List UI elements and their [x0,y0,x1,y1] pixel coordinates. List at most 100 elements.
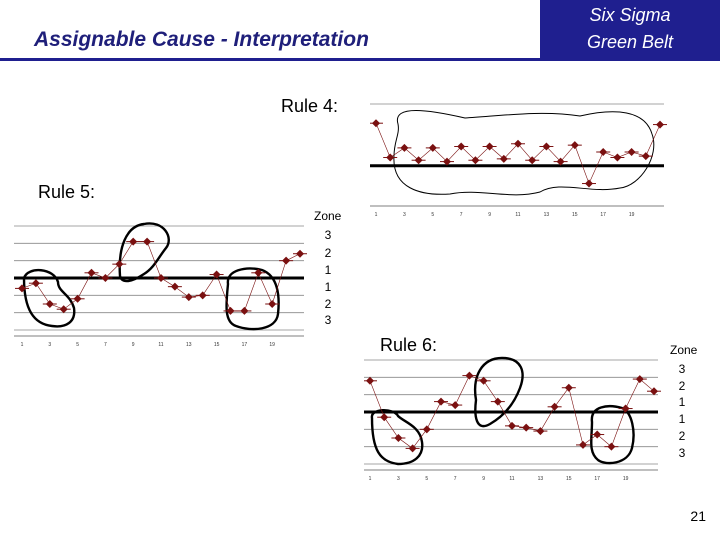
data-point [212,270,221,279]
x-tick-label: 7 [454,476,457,482]
x-tick-label: 17 [242,342,248,348]
data-point [414,156,423,165]
x-tick-label: 1 [21,342,24,348]
page-number: 21 [690,508,706,524]
zone-level: 1 [678,412,686,426]
zone-level: 3 [324,228,332,242]
data-point [556,157,565,166]
data-point [366,376,374,385]
x-tick-label: 9 [488,212,491,216]
data-point [408,444,417,453]
data-point [550,402,559,411]
x-tick-label: 1 [375,212,378,216]
data-point [394,434,403,442]
data-point [528,156,537,165]
data-point [465,371,474,380]
data-point [564,383,573,392]
data-point [268,300,277,308]
brand-line-1: Six Sigma [589,5,671,25]
data-point [296,249,304,258]
data-point [443,157,451,166]
x-tick-label: 7 [104,342,107,348]
annotation-loop [393,110,655,196]
annotation-loop [370,409,424,466]
zone-level: 3 [678,446,686,460]
x-tick-label: 7 [460,212,463,216]
x-tick-label: 15 [566,476,572,482]
x-tick-label: 11 [509,476,514,482]
x-tick-label: 5 [76,342,79,348]
rule4-label: Rule 4: [281,96,339,116]
data-point [101,274,110,282]
rule5-label: Rule 5: [38,182,96,202]
x-tick-label: 1 [369,476,372,482]
zone-level: 1 [678,395,686,409]
x-tick-label: 19 [623,476,629,482]
data-point [514,139,522,148]
x-tick-label: 11 [515,212,520,216]
data-point [428,143,437,152]
data-point [542,142,551,151]
data-point [451,401,460,410]
data-point [457,142,466,151]
x-tick-label: 13 [538,476,544,482]
data-point [18,284,26,293]
data-point [536,427,545,436]
brand-line-2: Green Belt [586,32,674,52]
zone-level: 2 [324,246,332,260]
data-point [627,148,636,156]
zone-label-rule5: Zone [314,209,342,223]
x-tick-label: 9 [482,476,485,482]
data-point [45,300,54,308]
rule6-label: Rule 6: [380,335,438,355]
data-point [585,179,593,188]
data-point [579,440,587,449]
header-divider [0,58,720,61]
data-point [59,305,68,314]
data-point [73,294,82,303]
series-line [375,123,661,185]
data-point [157,274,165,282]
data-point [282,256,291,265]
zone-level: 1 [324,263,332,277]
data-point [422,425,431,434]
zone-level: 3 [324,313,332,327]
data-point [607,442,616,451]
annotation-loop [118,222,170,283]
x-tick-label: 17 [600,212,606,216]
data-point [386,153,395,162]
data-point [380,413,389,422]
x-tick-label: 17 [594,476,600,482]
zone-level: 1 [324,280,332,294]
data-point [650,387,658,396]
data-point [129,237,138,246]
zone-label-rule6: Zone [670,343,698,357]
x-tick-label: 13 [186,342,192,348]
x-tick-label: 19 [269,342,275,348]
data-point [570,141,579,150]
annotation-loop [225,267,280,331]
data-point [31,279,40,288]
data-point [656,120,664,129]
data-point [613,153,622,162]
brand-badge: Six Sigma Green Belt [540,0,720,58]
x-tick-label: 15 [214,342,220,348]
data-point [471,156,480,165]
data-point [593,430,602,439]
rule6-control-chart: 1 3 5 7 9 11 13 15 17 19 [364,356,661,482]
data-point [400,143,409,152]
annotation-loop [590,405,635,465]
data-point [115,260,124,269]
x-tick-label: 13 [544,212,550,216]
x-tick-label: 19 [629,212,635,216]
x-tick-label: 5 [425,476,428,482]
data-point [522,423,531,432]
data-point [508,421,516,430]
x-tick-label: 3 [403,212,406,216]
x-tick-label: 9 [132,342,135,348]
zone-level: 2 [324,297,332,311]
data-point [635,375,644,384]
data-point [143,237,152,246]
zone-level: 2 [678,429,686,443]
data-point [485,142,494,151]
